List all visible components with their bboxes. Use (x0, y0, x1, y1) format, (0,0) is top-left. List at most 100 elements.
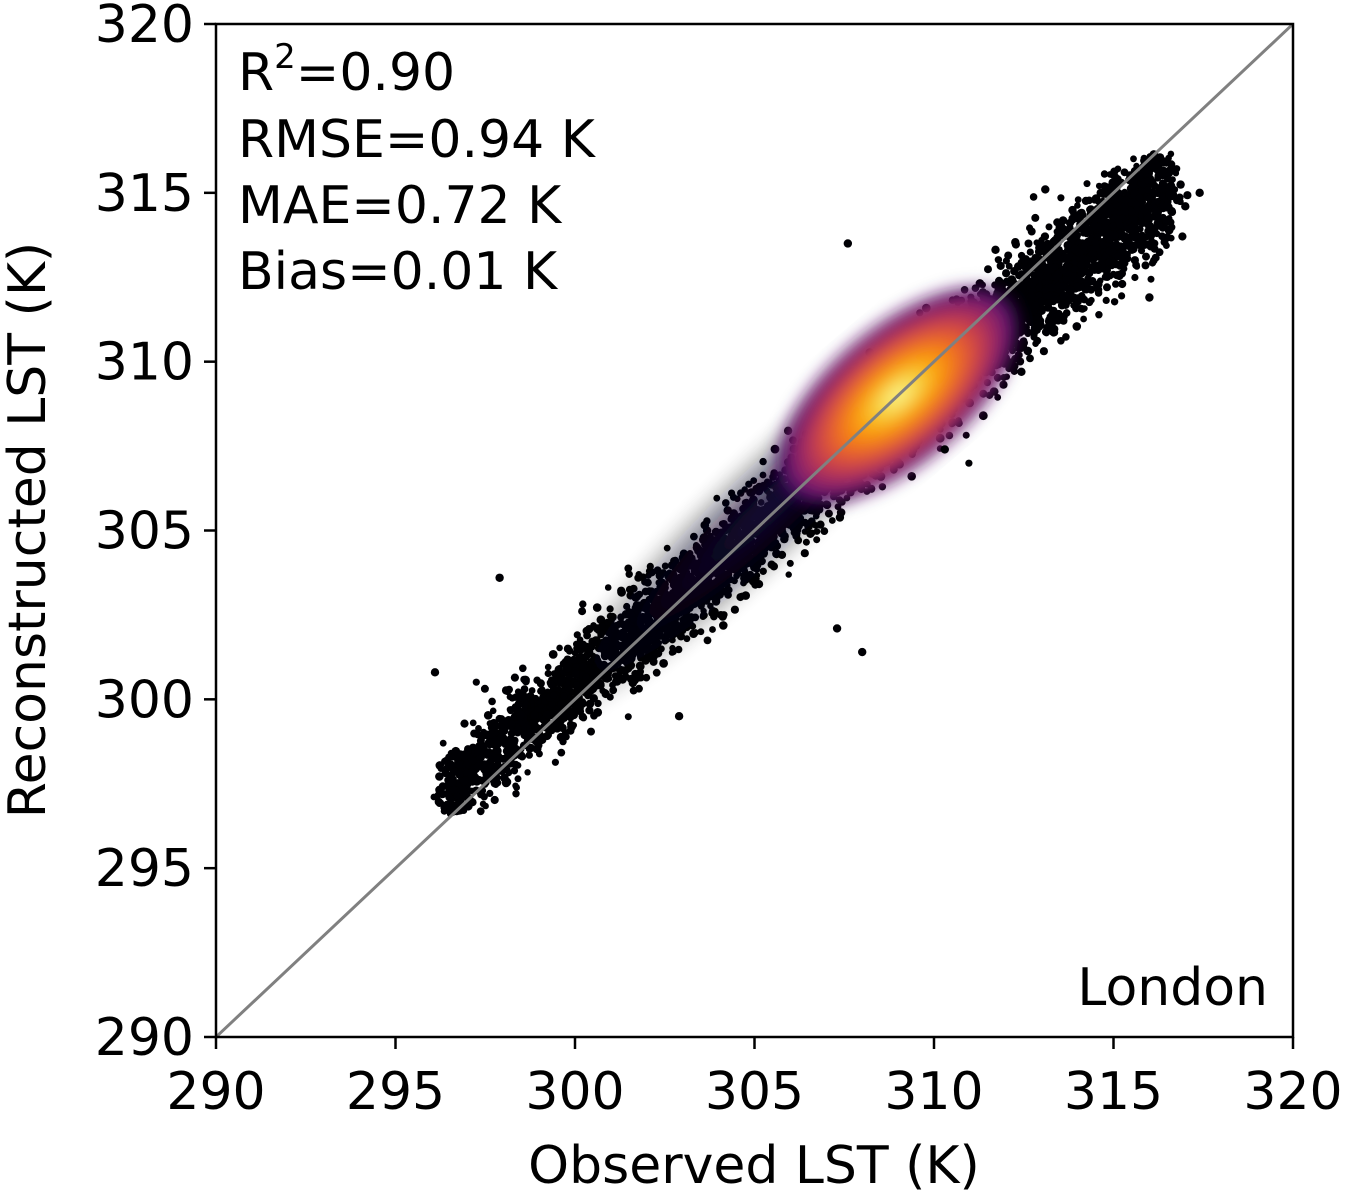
scatter-point (1163, 242, 1170, 250)
scatter-point (1074, 202, 1081, 209)
scatter-point (1109, 222, 1117, 229)
scatter-point (1103, 273, 1112, 281)
scatter-point (1095, 182, 1103, 190)
scatter-point (1130, 155, 1137, 163)
scatter-point (1085, 298, 1094, 307)
scatter-point (548, 650, 558, 659)
scatter-point (1158, 232, 1166, 241)
scatter-point (1088, 277, 1097, 286)
scatter-point (525, 751, 533, 759)
plot-area (216, 24, 1293, 1037)
scatter-point (1036, 269, 1044, 277)
scatter-point (483, 711, 493, 720)
scatter-point (1045, 223, 1053, 231)
scatter-point (1026, 354, 1034, 363)
scatter-point (439, 739, 447, 747)
scatter-point (996, 261, 1005, 270)
scatter-point (1183, 191, 1192, 200)
scatter-point (1098, 258, 1105, 265)
scatter-point (962, 431, 970, 439)
scatter-point (435, 799, 444, 807)
scatter-point (476, 807, 485, 816)
scatter-point (510, 673, 519, 682)
scatter-point (430, 793, 438, 801)
scatter-point (486, 789, 494, 798)
scatter-point (451, 767, 460, 776)
scatter-point (1014, 262, 1023, 271)
scatter-point (1088, 249, 1098, 259)
scatter-point (475, 725, 482, 732)
scatter-point (1040, 232, 1049, 241)
scatter-point (1011, 240, 1021, 249)
scatter-point (437, 765, 445, 772)
scatter-point (1169, 191, 1178, 199)
scatter-point (1114, 261, 1123, 269)
scatter-point (469, 757, 478, 765)
scatter-point (490, 779, 499, 788)
scatter-point (1094, 280, 1103, 289)
scatter-point (719, 621, 728, 630)
scatter-point (462, 789, 471, 798)
scatter-point (1017, 367, 1026, 376)
scatter-point (447, 761, 456, 770)
scatter-point (1114, 165, 1122, 173)
scatter-point (474, 762, 483, 771)
scatter-point (1123, 238, 1130, 246)
scatter-point (1109, 171, 1117, 179)
scatter-point (1002, 257, 1011, 265)
scatter-point (800, 549, 809, 558)
scatter-point (1029, 193, 1038, 201)
scatter-point (1037, 297, 1046, 306)
scatter-point (480, 684, 489, 693)
scatter-point (505, 769, 513, 777)
scatter-point (1144, 221, 1151, 229)
scatter-point (488, 697, 496, 706)
scatter-point (1027, 315, 1036, 324)
scatter-point (1015, 351, 1023, 359)
scatter-point (1073, 282, 1083, 291)
scatter-point (1102, 296, 1110, 304)
scatter-point (489, 707, 497, 715)
scatter-point (1116, 221, 1124, 229)
scatter-point (1118, 279, 1127, 289)
scatter-point (513, 704, 521, 711)
scatter-point (490, 795, 499, 805)
scatter-point (435, 772, 444, 781)
scatter-point (456, 750, 465, 759)
scatter-point (1101, 228, 1110, 237)
scatter-point (1113, 240, 1120, 247)
scatter-point (499, 738, 506, 746)
scatter-point (473, 776, 482, 785)
scatter-point (1111, 194, 1119, 203)
scatter-point (1160, 166, 1168, 174)
scatter-point (501, 686, 511, 695)
scatter-point (1144, 186, 1153, 194)
scatter-point (1082, 285, 1091, 294)
scatter-point (1072, 322, 1082, 331)
scatter-point (1128, 223, 1136, 230)
scatter-point (525, 730, 534, 738)
scatter-point (544, 663, 552, 671)
scatter-point (1035, 283, 1043, 291)
scatter-point (442, 769, 450, 778)
scatter-point (1167, 223, 1176, 232)
scatter-point (1141, 261, 1150, 270)
scatter-point (1156, 153, 1164, 162)
scatter-point (1077, 267, 1086, 277)
scatter-point (1138, 219, 1146, 228)
scatter-point (559, 737, 567, 746)
scatter-point (557, 748, 566, 757)
scatter-point (520, 675, 528, 684)
scatter-point (453, 759, 463, 769)
scatter-point (624, 713, 632, 721)
scatter-point (1151, 207, 1160, 216)
scatter-point (487, 761, 495, 769)
scatter-point (514, 762, 522, 769)
scatter-point (1089, 262, 1097, 269)
scatter-point (1068, 205, 1077, 215)
scatter-point (1159, 192, 1166, 200)
scatter-point (1074, 196, 1082, 204)
scatter-point (1015, 271, 1023, 280)
scatter-point (1165, 169, 1174, 177)
